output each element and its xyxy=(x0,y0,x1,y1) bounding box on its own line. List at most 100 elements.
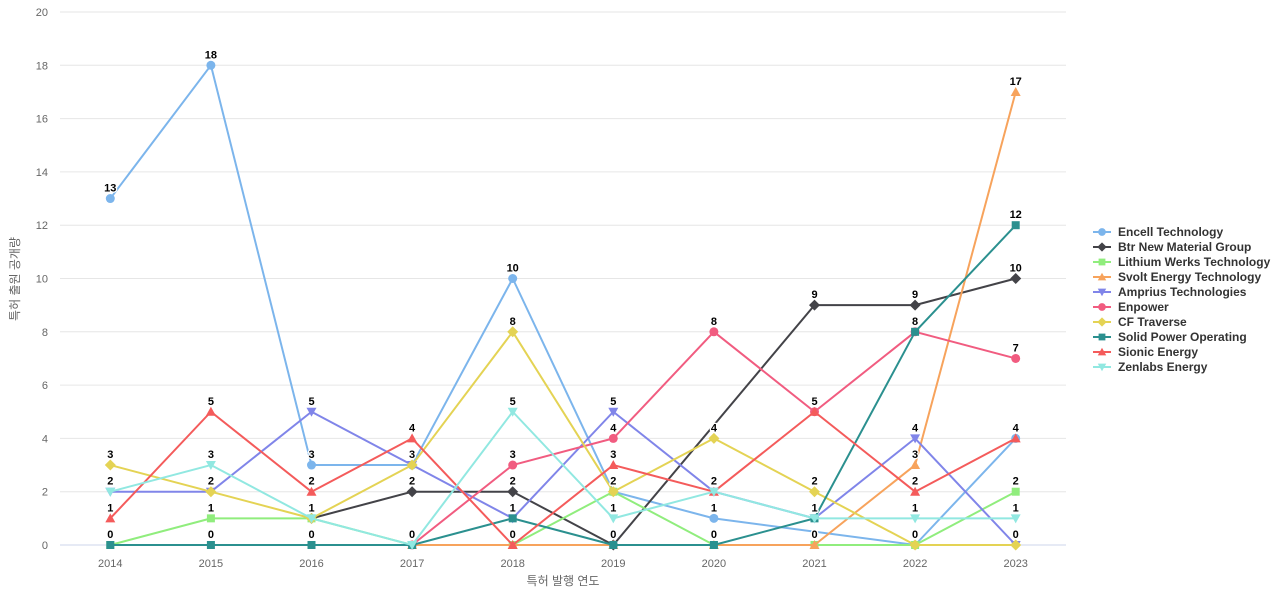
data-point-marker-cf-traverse[interactable] xyxy=(809,486,820,498)
legend-item-amprius-technologies[interactable]: Amprius Technologies xyxy=(1093,284,1270,299)
series-zenlabs-energy xyxy=(105,407,1021,550)
legend-item-lithium-werks-technology[interactable]: Lithium Werks Technology xyxy=(1093,254,1270,269)
legend-item-svolt-energy-technology[interactable]: Svolt Energy Technology xyxy=(1093,269,1270,284)
data-point-marker-solid-power-operating[interactable] xyxy=(709,541,718,549)
y-tick-label: 0 xyxy=(42,540,48,552)
data-point-marker-sionic-energy[interactable] xyxy=(407,433,418,443)
data-point-marker-sionic-energy[interactable] xyxy=(306,486,317,496)
data-point-marker-solid-power-operating[interactable] xyxy=(1011,221,1020,230)
data-point-marker-enpower[interactable] xyxy=(709,327,719,337)
data-point-marker-zenlabs-energy[interactable] xyxy=(205,461,216,471)
data-point-marker-encell-technology[interactable] xyxy=(709,513,719,523)
data-point-label: 4 xyxy=(1013,422,1020,434)
data-point-marker-sionic-energy[interactable] xyxy=(608,460,619,470)
data-point-marker-sionic-energy[interactable] xyxy=(809,406,820,416)
data-point-marker-cf-traverse[interactable] xyxy=(708,432,720,444)
data-point-label: 2 xyxy=(208,476,214,488)
data-point-label: 3 xyxy=(912,449,918,461)
data-point-marker-solid-power-operating[interactable] xyxy=(609,541,618,549)
data-point-marker-amprius-technologies[interactable] xyxy=(608,407,619,417)
legend-item-cf-traverse[interactable]: CF Traverse xyxy=(1093,314,1270,329)
data-point-marker-amprius-technologies[interactable] xyxy=(910,434,921,444)
data-point-label: 1 xyxy=(308,502,314,514)
data-point-marker-encell-technology[interactable] xyxy=(307,460,316,470)
data-point-label: 2 xyxy=(208,476,214,488)
data-point-marker-cf-traverse[interactable] xyxy=(104,459,116,471)
data-point-label: 3 xyxy=(308,449,314,461)
data-point-marker-sionic-energy[interactable] xyxy=(507,540,518,549)
data-point-marker-zenlabs-energy[interactable] xyxy=(507,407,518,417)
data-point-marker-btr-new-material-group[interactable] xyxy=(406,486,418,498)
legend-item-btr-new-material-group[interactable]: Btr New Material Group xyxy=(1093,239,1270,254)
data-point-marker-encell-technology[interactable] xyxy=(508,274,518,283)
data-point-marker-lithium-werks-technology[interactable] xyxy=(1011,487,1020,496)
data-point-label: 18 xyxy=(205,49,217,61)
data-point-label: 0 xyxy=(409,529,415,541)
data-point-marker-solid-power-operating[interactable] xyxy=(106,541,115,549)
x-tick-label: 2014 xyxy=(98,558,122,570)
data-point-marker-sionic-energy[interactable] xyxy=(1010,433,1021,443)
legend-item-encell-technology[interactable]: Encell Technology xyxy=(1093,224,1270,239)
data-point-marker-zenlabs-energy[interactable] xyxy=(708,487,719,497)
data-point-marker-lithium-werks-technology[interactable] xyxy=(206,514,215,523)
data-point-label: 3 xyxy=(107,449,113,461)
data-point-marker-enpower[interactable] xyxy=(608,433,618,443)
data-point-marker-zenlabs-energy[interactable] xyxy=(608,514,619,524)
data-point-marker-amprius-technologies[interactable] xyxy=(306,407,317,417)
data-point-marker-sionic-energy[interactable] xyxy=(910,486,921,496)
data-point-marker-cf-traverse[interactable] xyxy=(909,539,921,551)
data-point-marker-btr-new-material-group[interactable] xyxy=(909,299,921,311)
data-point-marker-cf-traverse[interactable] xyxy=(607,486,619,498)
legend-item-enpower[interactable]: Enpower xyxy=(1093,299,1270,314)
data-point-marker-sionic-energy[interactable] xyxy=(105,513,116,523)
data-point-label: 17 xyxy=(1010,76,1022,88)
data-point-marker-btr-new-material-group[interactable] xyxy=(507,486,519,498)
x-tick-label: 2019 xyxy=(601,558,625,570)
data-point-label: 0 xyxy=(409,529,415,541)
data-point-marker-zenlabs-energy[interactable] xyxy=(910,514,921,524)
data-point-label: 8 xyxy=(711,316,717,328)
data-point-marker-svolt-energy-technology[interactable] xyxy=(1010,86,1021,96)
data-point-label: 9 xyxy=(912,289,918,301)
data-point-marker-btr-new-material-group[interactable] xyxy=(1010,273,1022,284)
data-point-label: 0 xyxy=(510,529,516,541)
data-point-marker-zenlabs-energy[interactable] xyxy=(105,487,116,497)
data-point-label: 3 xyxy=(510,449,516,461)
data-point-marker-cf-traverse[interactable] xyxy=(507,326,519,338)
data-point-marker-zenlabs-energy[interactable] xyxy=(1010,514,1021,524)
data-point-marker-encell-technology[interactable] xyxy=(206,60,216,70)
data-point-marker-svolt-energy-technology[interactable] xyxy=(910,460,921,470)
legend-item-label: Lithium Werks Technology xyxy=(1118,254,1271,269)
data-point-label: 1 xyxy=(610,502,616,514)
data-point-marker-cf-traverse[interactable] xyxy=(1010,539,1022,551)
legend-item-solid-power-operating[interactable]: Solid Power Operating xyxy=(1093,329,1270,344)
data-point-label: 5 xyxy=(308,396,314,408)
data-point-marker-solid-power-operating[interactable] xyxy=(911,327,920,336)
data-point-marker-btr-new-material-group[interactable] xyxy=(809,299,820,311)
legend-item-sionic-energy[interactable]: Sionic Energy xyxy=(1093,344,1270,359)
circle-legend-icon xyxy=(1093,302,1111,311)
data-point-label: 5 xyxy=(610,396,616,408)
data-point-marker-sionic-energy[interactable] xyxy=(205,406,216,416)
legend-item-label: CF Traverse xyxy=(1118,314,1187,329)
legend-item-zenlabs-energy[interactable]: Zenlabs Energy xyxy=(1093,359,1270,374)
data-point-label: 2 xyxy=(610,476,616,488)
data-point-label: 0 xyxy=(711,529,717,541)
data-point-marker-solid-power-operating[interactable] xyxy=(508,514,517,523)
data-point-marker-svolt-energy-technology[interactable] xyxy=(809,540,820,549)
data-point-marker-encell-technology[interactable] xyxy=(105,194,115,204)
data-point-marker-cf-traverse[interactable] xyxy=(406,459,418,471)
data-point-marker-zenlabs-energy[interactable] xyxy=(809,514,820,524)
data-point-label: 5 xyxy=(208,396,214,408)
data-point-marker-enpower[interactable] xyxy=(1011,353,1021,363)
data-point-label: 1 xyxy=(912,502,918,514)
data-point-marker-zenlabs-energy[interactable] xyxy=(306,514,317,524)
data-point-label: 2 xyxy=(811,476,817,488)
data-point-label: 8 xyxy=(912,316,918,328)
data-point-marker-enpower[interactable] xyxy=(508,460,518,470)
data-point-marker-solid-power-operating[interactable] xyxy=(307,541,316,549)
data-point-marker-cf-traverse[interactable] xyxy=(205,486,217,498)
data-point-marker-solid-power-operating[interactable] xyxy=(206,541,215,549)
data-point-marker-zenlabs-energy[interactable] xyxy=(407,541,418,550)
